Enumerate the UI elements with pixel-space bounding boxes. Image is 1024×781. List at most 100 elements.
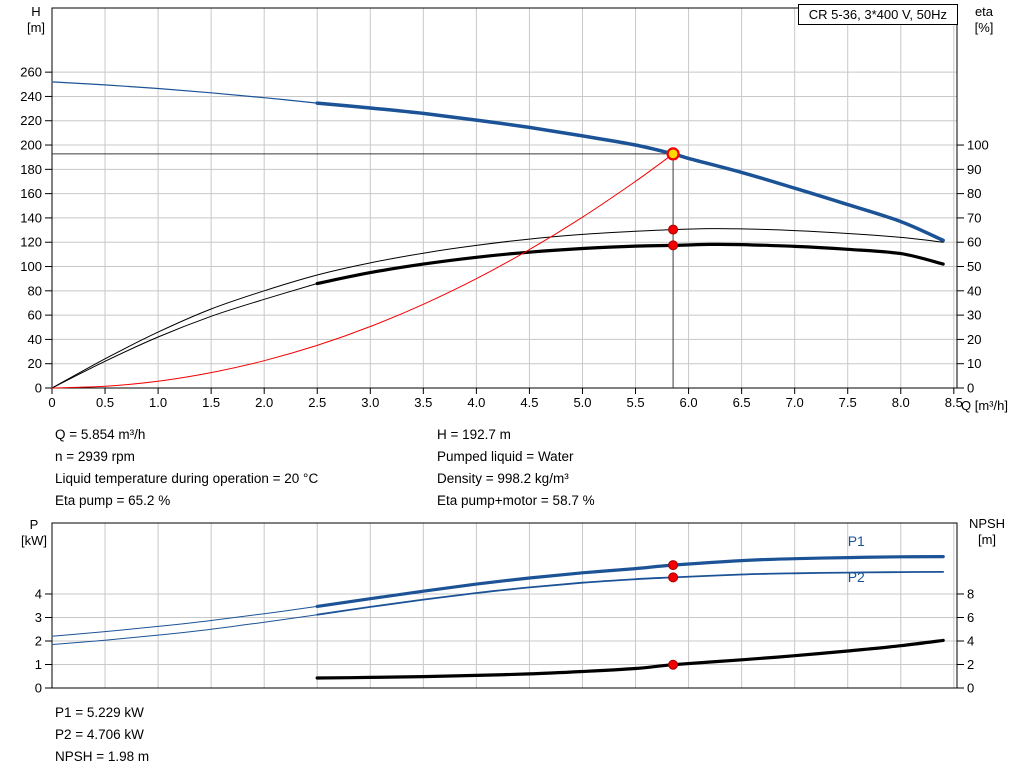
y-right-tick-label: 100: [967, 138, 989, 153]
eta-axis-title: eta [%]: [963, 4, 1005, 36]
y-left-tick-label: 180: [20, 162, 42, 177]
info-line-temperature: Liquid temperature during operation = 20…: [55, 471, 319, 486]
y-left-tick-label: 3: [35, 610, 42, 625]
curve-label-P1: P1: [848, 533, 865, 549]
y-left-tick-label: 100: [20, 259, 42, 274]
series-hq-thin: [51, 81, 318, 104]
series-eta-pump-motor-thin: [51, 283, 318, 389]
y-left-tick-label: 0: [35, 381, 42, 396]
x-tick-label: 3.5: [414, 395, 432, 410]
x-tick-label: 2.5: [308, 395, 326, 410]
duty-value-dot: [668, 659, 679, 670]
npsh-axis-title: NPSH [m]: [960, 516, 1014, 548]
x-tick-label: 6.0: [680, 395, 698, 410]
y-right-tick-label: 10: [967, 356, 981, 371]
grid-lines: [52, 523, 957, 688]
h-axis-title: H [m]: [16, 4, 56, 36]
curve-label-P2: P2: [848, 569, 865, 585]
y-right-tick-label: 20: [967, 332, 981, 347]
info-line-liquid: Pumped liquid = Water: [437, 449, 574, 464]
series-system-curve: [51, 153, 674, 389]
info-line-p2: P2 = 4.706 kW: [55, 727, 144, 742]
y-left-tick-label: 260: [20, 65, 42, 80]
series-p2-thick: [316, 571, 945, 616]
p-axis-title-unit: [kW]: [21, 533, 47, 548]
axis-ticks: [45, 71, 964, 394]
plot-border: [51, 522, 958, 689]
info-line-p1: P1 = 5.229 kW: [55, 705, 144, 720]
h-axis-title-unit: [m]: [26, 20, 46, 35]
hq-eta-chart: 0 0.5 1.0 1.5 2.0 2.5 3.0 3.5 4.0 4.5 5.0 5.5 6.0 6.5…: [20, 7, 989, 410]
info-line-npsh: NPSH = 1.98 m: [55, 749, 150, 764]
x-tick-label: 0: [48, 395, 55, 410]
duty-info-right: H = 192.7 m Pumped liquid = Water Densit…: [437, 424, 595, 512]
q-axis-title: Q [m³/h]: [961, 398, 1008, 413]
x-tick-label: 0.5: [96, 395, 114, 410]
tick-labels: 0 0.5 1.0 1.5 2.0 2.5 3.0 3.5 4.0 4.5 5.0 5.5 6.0 6.5…: [20, 65, 988, 410]
info-line-n: n = 2939 rpm: [55, 449, 135, 464]
duty-value-dot: [668, 572, 679, 583]
y-right-tick-label: 30: [967, 308, 981, 323]
y-right-tick-label: 80: [967, 186, 981, 201]
y-left-tick-label: 120: [20, 235, 42, 250]
p-axis-title: P [kW]: [14, 517, 54, 549]
tick-labels: 0 1 2 3 4 0 2 4 6 8: [35, 586, 974, 695]
x-tick-label: 1.5: [202, 395, 220, 410]
x-tick-label: 3.0: [361, 395, 379, 410]
y-left-tick-label: 1: [35, 657, 42, 672]
y-left-tick-label: 0: [35, 681, 42, 696]
y-left-tick-label: 60: [28, 308, 42, 323]
duty-info-left: Q = 5.854 m³/h n = 2939 rpm Liquid tempe…: [55, 424, 318, 512]
series-hq-thick: [315, 101, 945, 243]
x-tick-label: 4.0: [467, 395, 485, 410]
y-right-tick-label: 90: [967, 162, 981, 177]
grid-lines: [52, 8, 957, 388]
pump-model-label: CR 5-36, 3*400 V, 50Hz: [797, 4, 958, 25]
y-left-tick-label: 4: [35, 586, 42, 601]
x-tick-label: 7.0: [786, 395, 804, 410]
y-right-tick-label: 4: [967, 633, 974, 648]
series-npsh-thick: [315, 638, 945, 680]
y-left-tick-label: 20: [28, 356, 42, 371]
y-left-tick-label: 80: [28, 283, 42, 298]
y-left-tick-label: 140: [20, 210, 42, 225]
y-right-tick-label: 2: [967, 657, 974, 672]
y-left-tick-label: 220: [20, 113, 42, 128]
y-right-tick-label: 40: [967, 283, 981, 298]
series-p1-thick: [315, 555, 945, 608]
y-right-tick-label: 0: [967, 681, 974, 696]
npsh-axis-title-unit: [m]: [977, 532, 997, 547]
eta-axis-title-unit: [%]: [974, 20, 994, 35]
y-left-tick-label: 2: [35, 633, 42, 648]
x-tick-label: 8.0: [892, 395, 910, 410]
series-eta-pump-motor-thick: [315, 242, 945, 286]
npsh-axis-title-symbol: NPSH: [968, 516, 1006, 531]
info-line-density: Density = 998.2 kg/m³: [437, 471, 569, 486]
info-line-eta-pump-motor: Eta pump+motor = 58.7 %: [437, 493, 595, 508]
x-tick-label: 8.5: [945, 395, 963, 410]
info-line-q: Q = 5.854 m³/h: [55, 427, 146, 442]
x-tick-label: 4.5: [520, 395, 538, 410]
duty-value-dot: [668, 240, 679, 251]
y-left-tick-label: 40: [28, 332, 42, 347]
y-left-tick-label: 160: [20, 186, 42, 201]
x-tick-label: 7.5: [839, 395, 857, 410]
duty-value-dot: [668, 560, 679, 571]
y-right-tick-label: 0: [967, 381, 974, 396]
y-right-tick-label: 70: [967, 210, 981, 225]
y-right-tick-label: 6: [967, 610, 974, 625]
duty-point-marker: [666, 147, 680, 161]
info-line-eta-pump: Eta pump = 65.2 %: [55, 493, 171, 508]
series-p1-thin: [51, 605, 318, 637]
power-info: P1 = 5.229 kW P2 = 4.706 kW NPSH = 1.98 …: [55, 702, 149, 768]
plot-border: [51, 7, 958, 389]
duty-crosshair: [52, 153, 674, 388]
x-tick-label: 2.0: [255, 395, 273, 410]
x-tick-label: 6.5: [733, 395, 751, 410]
x-tick-label: 5.5: [626, 395, 644, 410]
x-tick-label: 1.0: [149, 395, 167, 410]
eta-axis-title-symbol: eta: [974, 4, 994, 19]
y-right-tick-label: 50: [967, 259, 981, 274]
power-npsh-chart: 0 1 2 3 4 0 2 4 6 8 P1 P2: [35, 522, 974, 696]
